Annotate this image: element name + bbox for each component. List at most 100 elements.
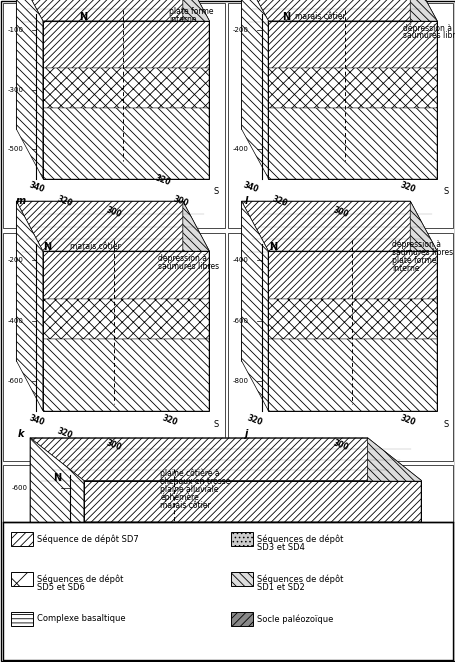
- Text: -400: -400: [7, 318, 23, 324]
- Text: dépression à: dépression à: [158, 254, 207, 263]
- Bar: [43, 299, 209, 339]
- Text: -100: -100: [7, 27, 23, 33]
- Text: S: S: [443, 420, 448, 429]
- Text: interne: interne: [391, 264, 419, 273]
- Text: plaine côtière à: plaine côtière à: [160, 469, 220, 479]
- Text: saumures libres: saumures libres: [391, 248, 452, 257]
- Bar: [268, 339, 436, 411]
- Text: -400: -400: [232, 258, 248, 263]
- Bar: [43, 339, 209, 411]
- Bar: [43, 21, 209, 179]
- Text: -600: -600: [7, 378, 23, 384]
- Text: 320: 320: [56, 194, 74, 208]
- Bar: [43, 108, 209, 179]
- Text: dépression à: dépression à: [403, 23, 451, 32]
- Text: S: S: [213, 187, 218, 197]
- Polygon shape: [241, 201, 268, 411]
- Text: -800: -800: [232, 378, 248, 384]
- Text: Séquence de dépôt SD7: Séquence de dépôt SD7: [37, 534, 138, 544]
- Bar: [43, 252, 209, 411]
- Text: 300: 300: [171, 194, 189, 208]
- Bar: [268, 299, 436, 339]
- Text: marais côtier: marais côtier: [160, 501, 211, 510]
- Polygon shape: [410, 201, 436, 411]
- Polygon shape: [182, 0, 209, 179]
- Text: -500: -500: [7, 146, 23, 152]
- Text: 320: 320: [270, 194, 288, 208]
- Text: N: N: [79, 12, 87, 22]
- Bar: [231, 532, 253, 546]
- Bar: [268, 252, 436, 411]
- Text: plaine alluviale: plaine alluviale: [160, 485, 218, 494]
- Polygon shape: [16, 0, 43, 179]
- Text: 320: 320: [398, 181, 416, 195]
- Polygon shape: [16, 201, 43, 411]
- Bar: [3, 3, 224, 228]
- Text: -400: -400: [232, 146, 248, 152]
- Polygon shape: [30, 438, 84, 617]
- Text: -800: -800: [12, 537, 28, 543]
- Text: N: N: [53, 473, 61, 483]
- Text: 320: 320: [246, 413, 263, 427]
- Text: S: S: [292, 624, 298, 634]
- Bar: [3, 233, 224, 461]
- Text: 340: 340: [27, 181, 45, 195]
- Text: N: N: [282, 12, 290, 22]
- Text: 320: 320: [56, 427, 74, 441]
- Polygon shape: [16, 201, 209, 252]
- Text: 320: 320: [263, 610, 281, 624]
- Bar: [11, 612, 33, 626]
- Text: Complexe basaltique: Complexe basaltique: [37, 614, 125, 623]
- Text: 340: 340: [241, 181, 259, 195]
- Text: 320: 320: [154, 174, 172, 187]
- Text: marais côtier: marais côtier: [70, 242, 120, 251]
- Bar: [43, 21, 209, 68]
- Text: plate forme: plate forme: [391, 256, 436, 265]
- Text: chenaux en tresse: chenaux en tresse: [160, 477, 230, 486]
- Text: 300: 300: [105, 205, 123, 219]
- Text: dépression à: dépression à: [391, 240, 440, 250]
- Bar: [43, 68, 209, 108]
- Text: N: N: [43, 242, 51, 252]
- Text: SD1 et SD2: SD1 et SD2: [257, 583, 304, 592]
- Text: saumures libres: saumures libres: [158, 261, 219, 271]
- Bar: [268, 21, 436, 179]
- Text: SD5 et SD6: SD5 et SD6: [37, 583, 85, 592]
- Text: 320: 320: [160, 413, 178, 427]
- Text: 300: 300: [218, 634, 237, 647]
- Bar: [3, 465, 452, 660]
- Polygon shape: [410, 0, 436, 179]
- Bar: [268, 252, 436, 299]
- Text: Séquences de dépôt: Séquences de dépôt: [37, 574, 123, 583]
- Polygon shape: [367, 438, 420, 617]
- Text: -200: -200: [232, 27, 248, 33]
- Bar: [231, 572, 253, 586]
- Bar: [43, 252, 209, 299]
- Bar: [268, 21, 436, 68]
- Text: N: N: [268, 242, 277, 252]
- Text: -200: -200: [7, 258, 23, 263]
- Text: éphémère: éphémère: [160, 493, 199, 502]
- Bar: [228, 233, 452, 461]
- Text: -300: -300: [7, 87, 23, 93]
- Text: -600: -600: [12, 485, 28, 491]
- Text: Séquences de dépôt: Séquences de dépôt: [257, 574, 343, 583]
- Text: l: l: [244, 196, 247, 206]
- Text: plate forme: plate forme: [169, 7, 213, 17]
- Bar: [231, 612, 253, 626]
- Polygon shape: [30, 438, 420, 481]
- Bar: [3, 522, 452, 660]
- Text: -1000: -1000: [12, 589, 32, 594]
- Text: 300: 300: [331, 438, 349, 452]
- Text: 300: 300: [331, 205, 349, 219]
- Bar: [11, 532, 33, 546]
- Text: 300: 300: [105, 438, 123, 452]
- Text: Séquences de dépôt: Séquences de dépôt: [257, 534, 343, 544]
- Bar: [228, 3, 452, 228]
- Text: marais côtier: marais côtier: [295, 12, 345, 21]
- Bar: [11, 572, 33, 586]
- Bar: [268, 108, 436, 179]
- Text: 300: 300: [138, 634, 156, 647]
- Polygon shape: [241, 201, 436, 252]
- Text: 320: 320: [398, 413, 416, 427]
